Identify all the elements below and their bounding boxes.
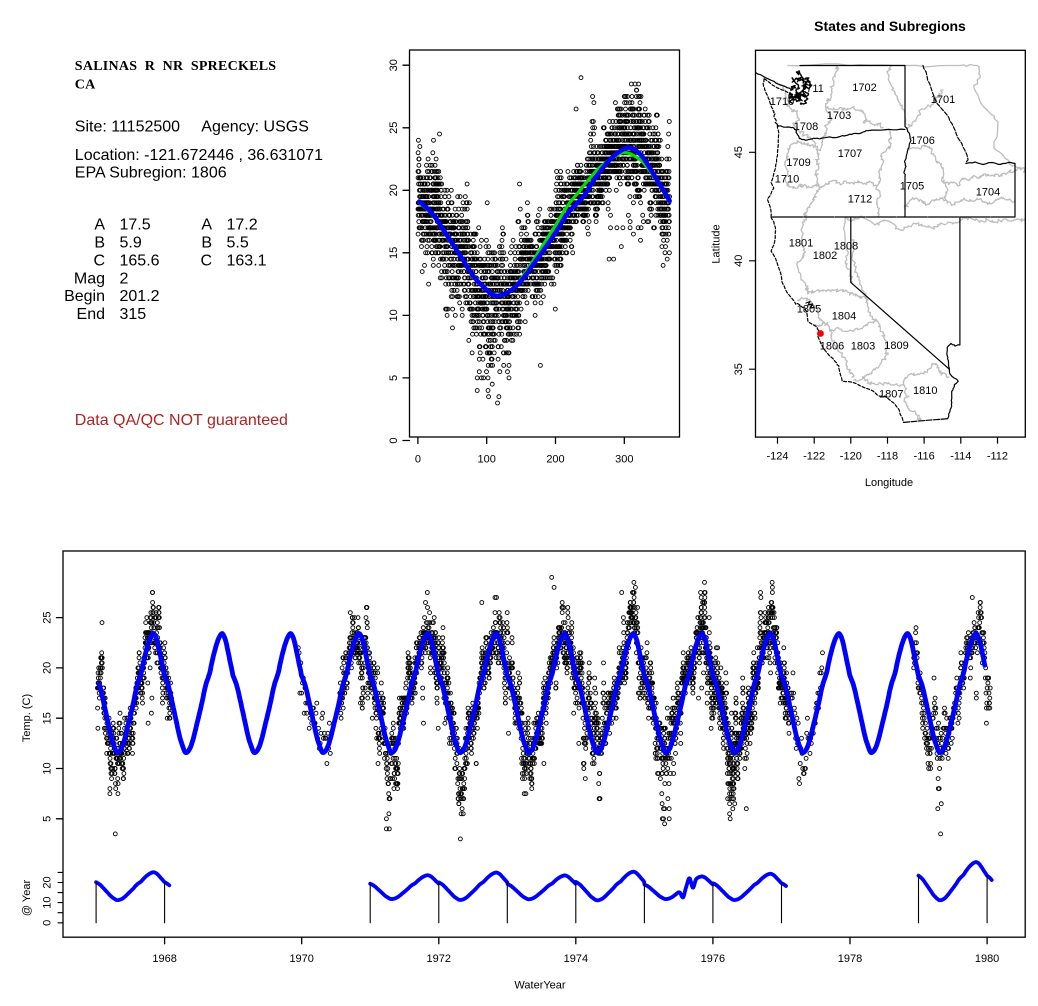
svg-text:300: 300 [615,454,633,466]
svg-text:End: End [77,306,105,323]
svg-text:1804: 1804 [832,311,856,323]
svg-text:1972: 1972 [427,953,451,965]
svg-text:1704: 1704 [976,187,1000,199]
svg-text:2: 2 [120,270,129,287]
svg-text:163.1: 163.1 [227,252,267,269]
svg-text:1701: 1701 [931,94,955,106]
svg-text:1803: 1803 [851,341,875,353]
svg-text:30: 30 [388,59,400,71]
svg-text:10: 10 [42,762,54,774]
svg-text:0: 0 [388,437,400,443]
svg-text:17.2: 17.2 [227,217,258,234]
svg-text:1706: 1706 [910,135,934,147]
svg-text:200: 200 [546,454,564,466]
svg-text:@ Year: @ Year [21,880,33,917]
svg-text:45: 45 [733,146,745,158]
svg-text:165.6: 165.6 [120,252,160,269]
svg-text:1807: 1807 [879,389,903,401]
svg-text:Longitude: Longitude [865,477,913,489]
svg-text:5: 5 [42,816,54,822]
svg-text:40: 40 [733,255,745,267]
svg-text:1802: 1802 [813,250,837,262]
svg-text:1810: 1810 [913,385,937,397]
svg-text:315: 315 [120,306,147,323]
svg-text:5.5: 5.5 [227,235,249,252]
svg-text:20: 20 [42,876,54,888]
svg-text:1712: 1712 [848,194,872,206]
svg-text:A: A [94,217,105,234]
svg-text:1707: 1707 [838,148,862,160]
svg-text:10: 10 [42,897,54,909]
svg-text:-122: -122 [803,451,825,463]
svg-text:1970: 1970 [289,953,313,965]
svg-text:CA: CA [75,78,96,93]
svg-text:1980: 1980 [975,953,999,965]
svg-text:10: 10 [388,309,400,321]
svg-text:35: 35 [733,363,745,375]
svg-text:Latitude: Latitude [711,224,723,263]
svg-text:1808: 1808 [834,241,858,253]
svg-text:-120: -120 [840,451,862,463]
svg-text:25: 25 [42,611,54,623]
svg-text:-114: -114 [950,451,971,463]
svg-text:1809: 1809 [884,340,908,352]
svg-text:17.5: 17.5 [120,217,151,234]
svg-text:C: C [93,252,105,269]
svg-text:1978: 1978 [838,953,862,965]
svg-text:A: A [201,217,212,234]
svg-text:1710: 1710 [775,174,799,186]
svg-text:EPA Subregion: 1806: EPA Subregion: 1806 [75,165,227,182]
svg-text:1702: 1702 [852,82,876,94]
svg-text:-118: -118 [877,451,898,463]
svg-text:1968: 1968 [152,953,176,965]
svg-text:15: 15 [388,247,400,259]
svg-text:20: 20 [388,184,400,196]
svg-text:1801: 1801 [789,238,813,250]
svg-text:B: B [201,235,212,252]
svg-text:Agency: USGS: Agency: USGS [201,118,309,135]
svg-text:201.2: 201.2 [120,288,160,305]
svg-text:B: B [94,235,105,252]
svg-text:1806: 1806 [820,341,844,353]
svg-text:1805: 1805 [797,304,821,316]
svg-text:25: 25 [388,122,400,134]
svg-text:WaterYear: WaterYear [514,980,565,992]
svg-text:-116: -116 [914,451,935,463]
svg-text:0: 0 [42,920,54,926]
svg-text:20: 20 [42,662,54,674]
svg-text:100: 100 [478,454,496,466]
svg-text:Site: 11152500: Site: 11152500 [75,118,180,135]
svg-text:15: 15 [42,712,54,724]
svg-text:1710: 1710 [770,96,794,108]
svg-text:States and Subregions: States and Subregions [814,18,966,34]
svg-text:SALINAS R NR SPRECKELS: SALINAS R NR SPRECKELS [75,59,277,74]
svg-text:-124: -124 [766,451,788,463]
svg-text:1974: 1974 [564,953,588,965]
svg-text:1708: 1708 [794,121,818,133]
svg-text:0: 0 [415,454,421,466]
svg-text:1711: 1711 [800,83,824,95]
svg-text:Begin: Begin [64,288,105,305]
svg-text:Location: -121.672446 , 36.631: Location: -121.672446 , 36.631071 [75,147,323,164]
svg-text:C: C [200,252,212,269]
svg-text:-112: -112 [987,451,1008,463]
svg-text:1976: 1976 [701,953,725,965]
svg-text:Mag: Mag [74,270,105,287]
svg-text:Data QA/QC NOT guaranteed: Data QA/QC NOT guaranteed [75,412,288,429]
svg-text:1705: 1705 [900,181,924,193]
svg-text:5.9: 5.9 [120,235,142,252]
svg-text:1709: 1709 [786,157,810,169]
svg-text:1703: 1703 [827,110,851,122]
svg-text:Temp. (C): Temp. (C) [21,694,33,742]
svg-text:5: 5 [388,375,400,381]
